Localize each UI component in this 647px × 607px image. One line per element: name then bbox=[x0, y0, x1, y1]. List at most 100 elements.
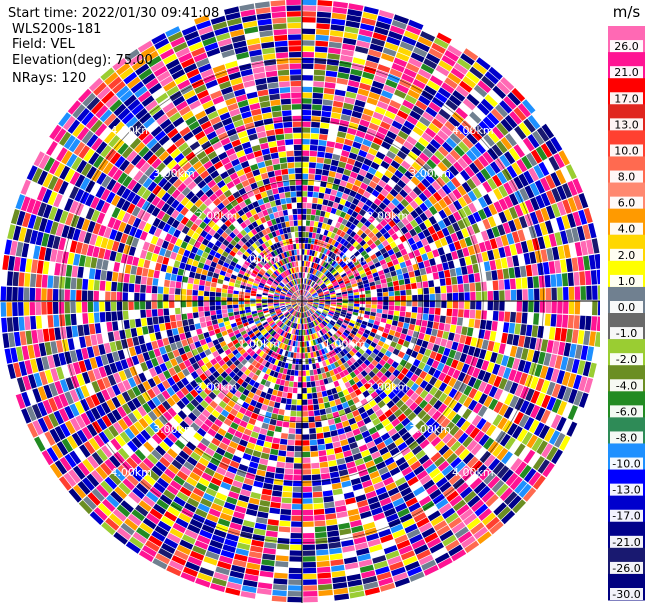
velocity-ray bbox=[253, 528, 266, 536]
velocity-ray bbox=[433, 185, 467, 212]
velocity-ray bbox=[121, 394, 147, 415]
velocity-ray bbox=[315, 362, 376, 579]
velocity-ray bbox=[526, 152, 538, 167]
velocity-ray bbox=[383, 437, 425, 497]
velocity-ray bbox=[302, 52, 425, 302]
velocity-ray bbox=[191, 47, 286, 259]
velocity-ray bbox=[385, 79, 398, 89]
velocity-ray bbox=[438, 66, 484, 120]
velocity-ray bbox=[234, 301, 302, 439]
velocity-ray bbox=[344, 346, 351, 353]
velocity-ray bbox=[372, 257, 379, 264]
velocity-ray bbox=[35, 288, 198, 301]
velocity-ray bbox=[186, 229, 224, 255]
velocity-ray bbox=[216, 287, 222, 293]
velocity-ray bbox=[42, 338, 207, 415]
velocity-ray bbox=[446, 410, 504, 457]
velocity-ray bbox=[345, 374, 372, 411]
velocity-ray bbox=[346, 313, 526, 372]
velocity-ray bbox=[363, 32, 387, 75]
velocity-ray bbox=[60, 263, 211, 292]
velocity-ray bbox=[120, 331, 277, 513]
velocity-ray bbox=[384, 126, 424, 179]
velocity-ray bbox=[104, 72, 119, 86]
velocity-ray bbox=[556, 209, 588, 231]
velocity-ray bbox=[443, 195, 453, 206]
velocity-ray bbox=[73, 326, 272, 499]
velocity-ray bbox=[319, 301, 600, 332]
velocity-ray bbox=[209, 360, 283, 549]
velocity-ray bbox=[319, 323, 470, 516]
velocity-ray bbox=[64, 168, 76, 183]
velocity-ray bbox=[410, 219, 419, 228]
velocity-ray bbox=[314, 161, 448, 290]
velocity-ray bbox=[306, 329, 310, 335]
velocity-ray bbox=[197, 442, 256, 583]
velocity-ray bbox=[226, 128, 292, 275]
velocity-ray bbox=[235, 182, 244, 191]
velocity-ray bbox=[280, 198, 289, 222]
velocity-ray bbox=[132, 364, 208, 421]
velocity-ray bbox=[314, 122, 359, 257]
velocity-ray bbox=[373, 481, 385, 490]
velocity-ray bbox=[46, 377, 176, 462]
colorbar-tick-label: -17.0 bbox=[612, 510, 640, 523]
velocity-ray bbox=[383, 205, 556, 274]
velocity-ray bbox=[302, 301, 589, 408]
velocity-ray bbox=[521, 348, 529, 361]
velocity-ray bbox=[265, 368, 272, 375]
velocity-ray bbox=[397, 274, 404, 281]
velocity-ray bbox=[280, 294, 286, 297]
velocity-ray bbox=[116, 439, 185, 518]
velocity-ray bbox=[91, 311, 276, 393]
velocity-ray bbox=[18, 308, 269, 376]
velocity-ray bbox=[339, 100, 513, 266]
colorbar-tick-label: 10.0 bbox=[614, 144, 639, 157]
velocity-ray bbox=[545, 288, 552, 300]
velocity-ray bbox=[331, 73, 429, 246]
velocity-ray bbox=[100, 270, 107, 281]
velocity-ray bbox=[244, 386, 289, 582]
velocity-ray bbox=[147, 410, 158, 422]
velocity-ray bbox=[387, 461, 398, 471]
velocity-ray bbox=[311, 74, 362, 257]
velocity-ray bbox=[349, 332, 390, 362]
velocity-ray bbox=[321, 267, 326, 273]
velocity-ray bbox=[316, 19, 424, 264]
velocity-ray bbox=[227, 194, 236, 203]
velocity-ray bbox=[225, 553, 248, 596]
velocity-ray bbox=[152, 558, 168, 570]
velocity-ray bbox=[302, 463, 311, 469]
colorbar-tick-label: 2.0 bbox=[618, 249, 636, 262]
velocity-ray bbox=[388, 374, 496, 467]
velocity-ray bbox=[165, 322, 172, 330]
velocity-ray bbox=[341, 309, 347, 313]
velocity-ray bbox=[540, 409, 551, 424]
velocity-ray bbox=[22, 301, 303, 391]
velocity-ray bbox=[502, 322, 510, 333]
velocity-ray bbox=[267, 261, 273, 267]
velocity-ray bbox=[412, 359, 442, 379]
velocity-ray bbox=[303, 69, 389, 296]
velocity-ray bbox=[136, 305, 299, 540]
range-ring-label: 4.00km bbox=[110, 124, 152, 137]
velocity-ray bbox=[279, 433, 288, 451]
velocity-ray bbox=[325, 256, 330, 262]
velocity-ray bbox=[331, 482, 342, 490]
velocity-ray bbox=[313, 303, 495, 352]
velocity-ray bbox=[126, 150, 186, 203]
velocity-ray bbox=[312, 304, 457, 359]
velocity-ray bbox=[318, 247, 326, 259]
velocity-ray bbox=[302, 301, 569, 314]
velocity-ray bbox=[129, 137, 166, 173]
velocity-ray bbox=[261, 341, 281, 373]
velocity-ray bbox=[90, 257, 98, 269]
velocity-ray bbox=[13, 256, 234, 294]
velocity-ray bbox=[334, 267, 351, 279]
velocity-ray bbox=[31, 374, 117, 419]
velocity-ray bbox=[19, 331, 27, 346]
velocity-ray bbox=[404, 362, 558, 461]
velocity-ray bbox=[189, 301, 302, 503]
velocity-ray bbox=[1, 317, 8, 333]
velocity-ray bbox=[333, 324, 509, 461]
